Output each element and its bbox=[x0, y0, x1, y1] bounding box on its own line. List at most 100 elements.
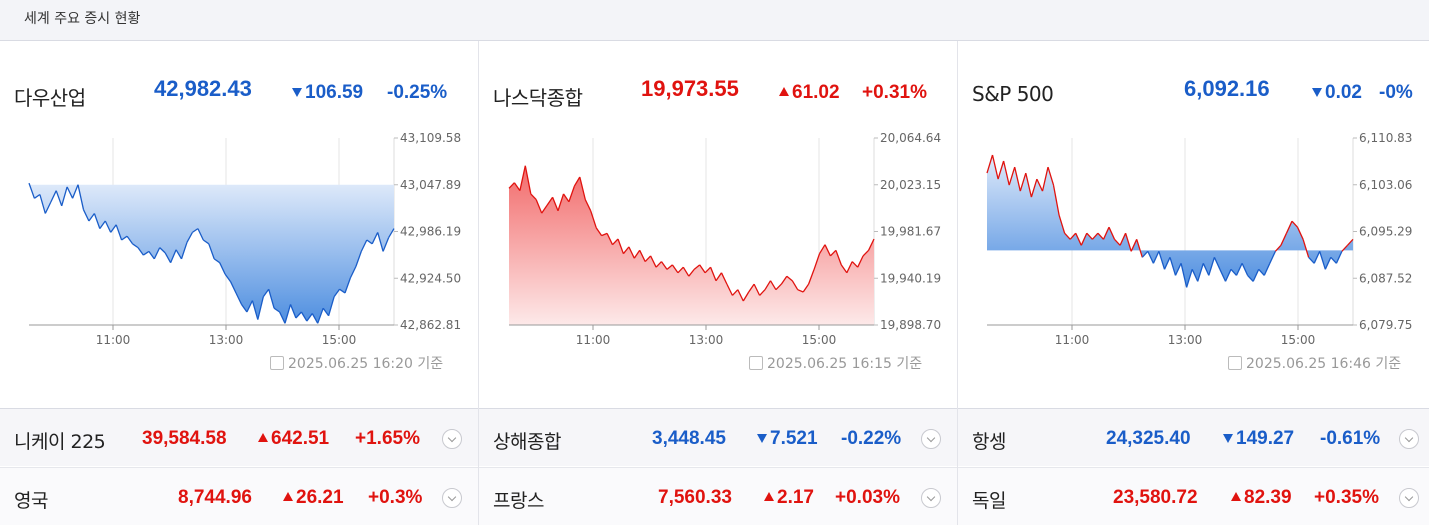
series-line-segment bbox=[650, 255, 657, 268]
index-pct: +0.35% bbox=[1314, 487, 1379, 508]
index-value: 39,584.58 bbox=[142, 428, 227, 449]
series-line-segment bbox=[143, 250, 150, 256]
series-line-segment bbox=[284, 304, 292, 324]
index-row-hangseng[interactable]: 항셍 24,325.40 149.27 -0.61% bbox=[958, 408, 1429, 466]
expand-chevron-icon[interactable] bbox=[442, 429, 462, 449]
index-row-nikkei[interactable]: 니케이 225 39,584.58 642.51 +1.65% bbox=[0, 408, 478, 466]
index-row-uk[interactable]: 영국 8,744.96 26.21 +0.3% bbox=[0, 467, 478, 525]
timestamp: 2025.06.25 16:15 기준 bbox=[749, 353, 922, 373]
expand-chevron-icon[interactable] bbox=[921, 429, 941, 449]
series-line-segment bbox=[1235, 263, 1243, 276]
series-line-segment bbox=[1197, 263, 1204, 282]
series-line-segment bbox=[327, 296, 335, 316]
series-line-segment bbox=[1202, 263, 1210, 276]
y-tick-label: 19,940.19 bbox=[880, 271, 941, 285]
divider bbox=[478, 41, 479, 525]
x-tick-label: 15:00 bbox=[1281, 333, 1316, 347]
intraday-chart[interactable]: 11:00 13:00 15:00 6,110.83 6,103.06 6,095.29 6… bbox=[958, 126, 1429, 356]
y-tick-label: 20,023.15 bbox=[880, 178, 941, 192]
y-tick-label: 42,924.50 bbox=[400, 271, 461, 285]
series-line-segment bbox=[28, 182, 36, 199]
expand-chevron-icon[interactable] bbox=[1399, 429, 1419, 449]
series-line-segment bbox=[1030, 178, 1038, 198]
series-line-segment bbox=[666, 264, 673, 270]
index-name: 독일 bbox=[972, 490, 1006, 512]
series-line-segment bbox=[371, 232, 379, 245]
series-line-segment bbox=[1080, 232, 1088, 246]
series-line-segment bbox=[93, 213, 101, 229]
series-line-segment bbox=[71, 184, 79, 199]
series-line-segment bbox=[1213, 257, 1221, 270]
series-line-segment bbox=[219, 262, 226, 275]
series-line-segment bbox=[213, 258, 221, 264]
series-line-segment bbox=[1330, 256, 1337, 264]
y-tick-label: 6,103.06 bbox=[1359, 178, 1412, 192]
series-line-segment bbox=[617, 238, 625, 254]
series-line-segment bbox=[633, 249, 641, 259]
index-row-germany[interactable]: 독일 23,580.72 82.39 +0.35% bbox=[958, 467, 1429, 525]
index-pct: +0.03% bbox=[835, 487, 900, 508]
index-row-france[interactable]: 프랑스 7,560.33 2.17 +0.03% bbox=[479, 467, 957, 525]
index-value: 19,973.55 bbox=[641, 76, 739, 101]
series-line-segment bbox=[1108, 226, 1116, 240]
index-row-shanghai[interactable]: 상해종합 3,448.45 7.521 -0.22% bbox=[479, 408, 957, 466]
series-line-segment bbox=[622, 246, 630, 255]
series-line-segment bbox=[159, 247, 166, 254]
series-line-segment bbox=[644, 255, 652, 263]
series-line-segment bbox=[1252, 269, 1260, 282]
series-line-segment bbox=[807, 269, 815, 285]
y-tick-label: 19,898.70 bbox=[880, 318, 941, 332]
series-line-segment bbox=[1064, 232, 1071, 240]
series-line-segment bbox=[769, 280, 777, 291]
index-change: 61.02 bbox=[792, 82, 840, 103]
index-value: 23,580.72 bbox=[1113, 487, 1198, 508]
series-line-segment bbox=[1169, 257, 1177, 276]
arrow-down-icon bbox=[1223, 434, 1233, 443]
series-line-segment bbox=[1047, 166, 1055, 186]
intraday-chart[interactable]: 11:00 13:00 15:00 43,109.58 43,047.89 42,986.… bbox=[0, 126, 478, 356]
series-line-segment bbox=[1313, 251, 1321, 264]
index-panel-nasdaq[interactable]: 나스닥종합 19,973.55 61.02 +0.31% 11:00 13:00 1… bbox=[479, 41, 957, 408]
series-line-segment bbox=[170, 249, 177, 263]
index-name: S&P 500 bbox=[972, 82, 1054, 106]
expand-chevron-icon[interactable] bbox=[921, 488, 941, 508]
series-line-segment bbox=[568, 185, 576, 203]
series-line-segment bbox=[82, 209, 90, 222]
series-line-segment bbox=[175, 249, 183, 260]
series-line-segment bbox=[715, 272, 723, 282]
series-area bbox=[509, 165, 874, 325]
series-line-segment bbox=[1158, 251, 1166, 270]
y-tick-label: 6,087.52 bbox=[1359, 271, 1412, 285]
index-name: 니케이 225 bbox=[14, 431, 106, 453]
index-panel-sp500[interactable]: S&P 500 6,092.16 0.02 -0% 11:00 13:00 15:0… bbox=[958, 41, 1429, 408]
series-line-segment bbox=[1002, 160, 1010, 186]
series-line-segment bbox=[164, 252, 172, 264]
series-line-segment bbox=[612, 238, 619, 246]
index-pct: -0% bbox=[1379, 82, 1413, 103]
series-line-segment bbox=[66, 186, 74, 199]
series-line-segment bbox=[868, 238, 875, 251]
timestamp: 2025.06.25 16:46 기준 bbox=[1228, 353, 1401, 373]
expand-chevron-icon[interactable] bbox=[1399, 488, 1419, 508]
series-line-segment bbox=[1036, 178, 1044, 192]
series-line-segment bbox=[360, 239, 368, 252]
series-line-segment bbox=[513, 182, 521, 191]
intraday-chart[interactable]: 11:00 13:00 15:00 20,064.64 20,023.15 19,981.… bbox=[479, 126, 957, 356]
series-line-segment bbox=[851, 261, 859, 268]
index-value: 7,560.33 bbox=[658, 487, 732, 508]
series-line-segment bbox=[551, 197, 559, 212]
series-line-segment bbox=[235, 292, 243, 305]
series-line-segment bbox=[753, 283, 761, 296]
index-panel-dow[interactable]: 다우산업 42,982.43 106.59 -0.25% 11:00 13:00 1… bbox=[0, 41, 478, 408]
series-line-segment bbox=[688, 268, 695, 277]
series-line-segment bbox=[1308, 256, 1315, 264]
series-line-segment bbox=[355, 251, 362, 267]
series-line-segment bbox=[224, 273, 232, 283]
expand-chevron-icon[interactable] bbox=[442, 488, 462, 508]
index-pct: -0.25% bbox=[387, 82, 448, 103]
y-tick-label: 6,095.29 bbox=[1359, 225, 1412, 239]
series-line-segment bbox=[1324, 257, 1332, 270]
series-line-segment bbox=[628, 246, 635, 259]
series-line-segment bbox=[546, 196, 554, 206]
series-line-segment bbox=[306, 313, 313, 322]
